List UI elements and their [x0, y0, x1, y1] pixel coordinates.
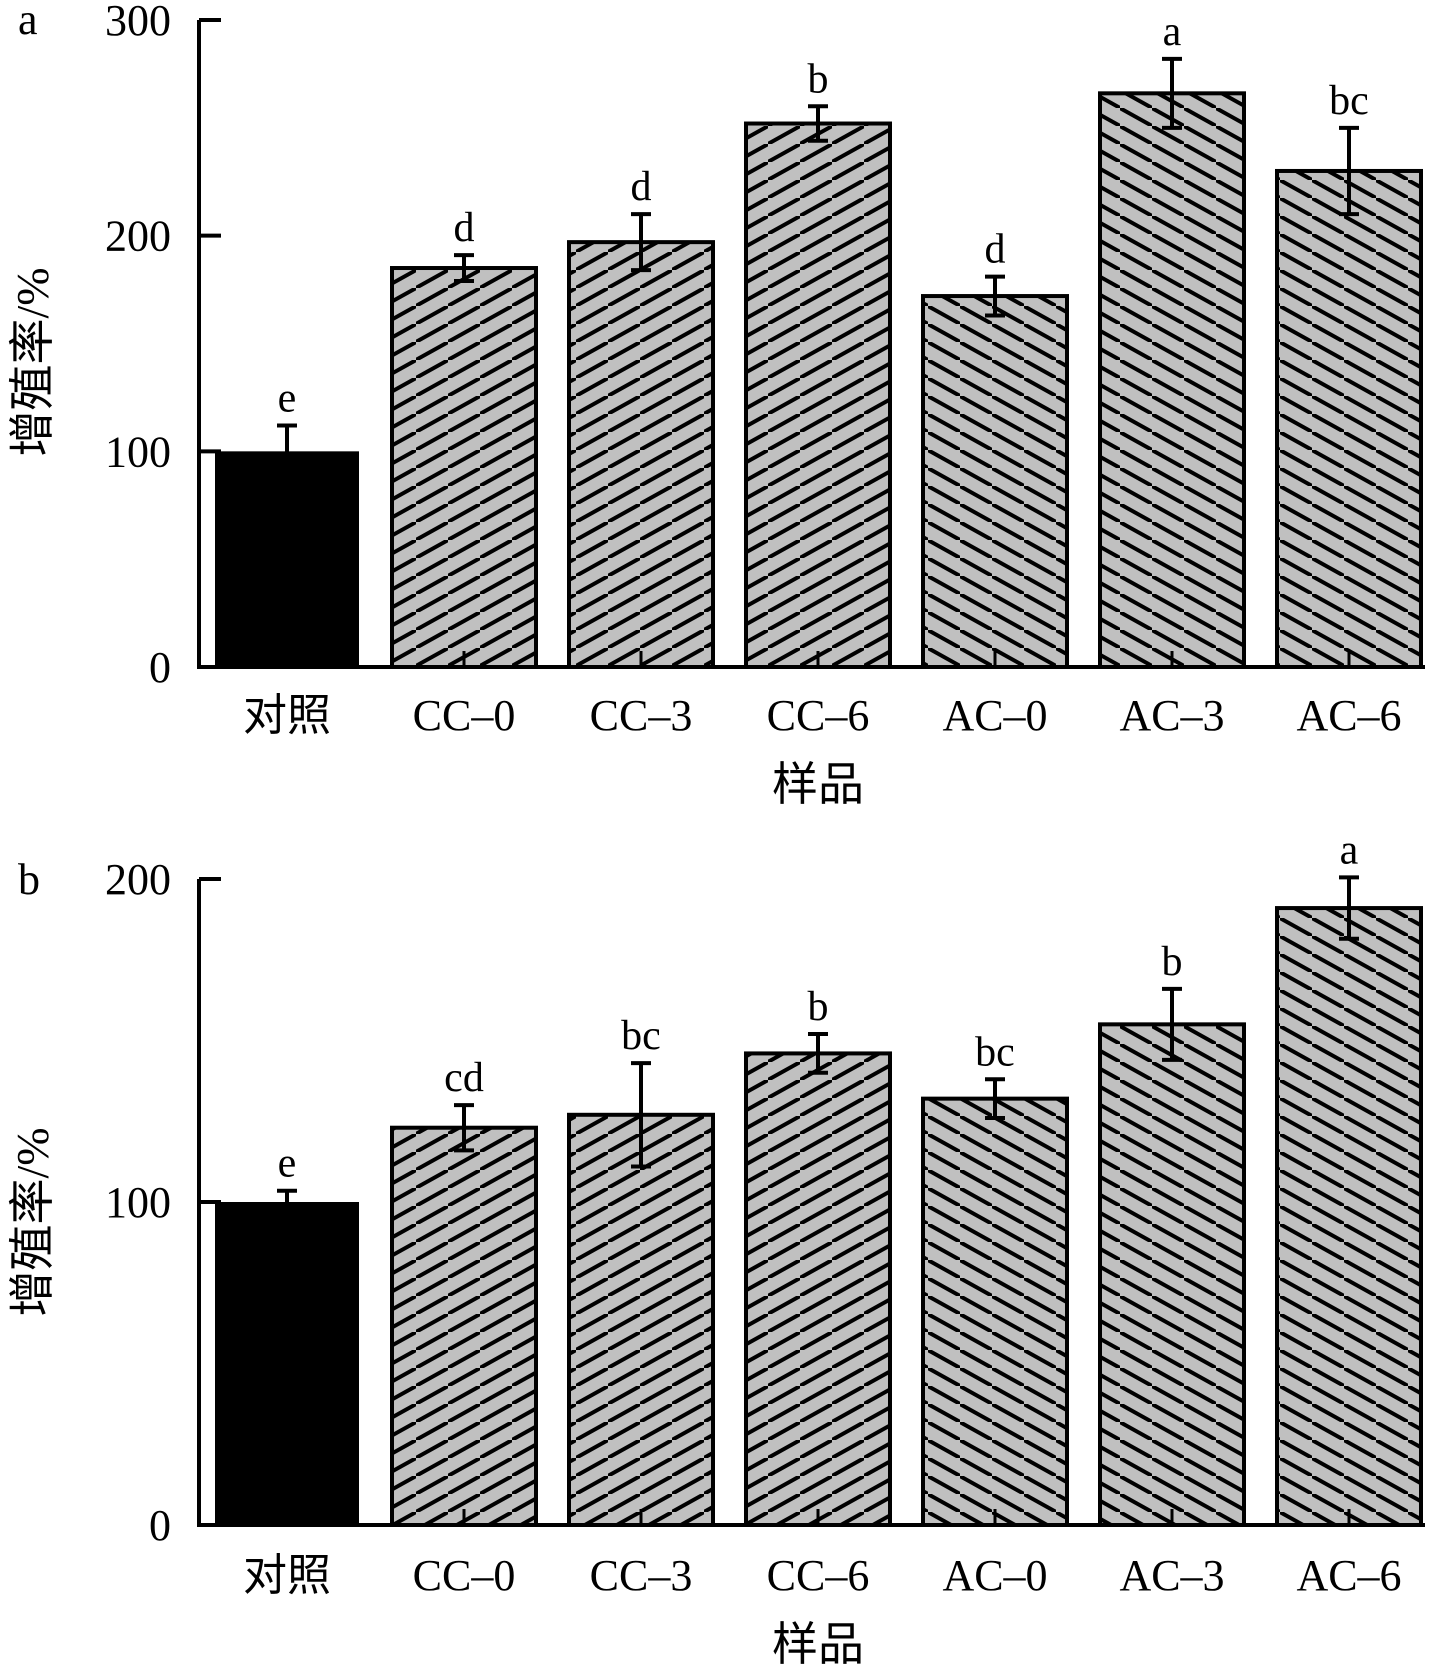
- bar-CC–3: [567, 240, 715, 670]
- bar-对照: [215, 1202, 359, 1525]
- error-bars: [277, 875, 1359, 1216]
- bar-对照: [215, 451, 359, 667]
- bar-AC–3: [1098, 1022, 1246, 1527]
- x-axis-title: 样品: [772, 759, 864, 810]
- significance-label: bc: [1329, 78, 1369, 124]
- bar-CC–0: [390, 1125, 538, 1527]
- axes: [197, 879, 1425, 1527]
- significance-label: e: [278, 375, 297, 421]
- bar-CC–6: [744, 1051, 892, 1528]
- significance-label: b: [1162, 939, 1183, 985]
- y-tick-label: 100: [105, 1178, 171, 1227]
- significance-label: a: [1340, 827, 1359, 873]
- y-axis-title: 增殖率/%: [7, 267, 58, 456]
- x-tick-label: CC–6: [767, 691, 870, 740]
- x-tick-label: AC–3: [1119, 691, 1224, 740]
- bars: [215, 91, 1423, 670]
- bar-CC–3: [567, 1112, 715, 1528]
- x-tick-label: CC–0: [413, 1551, 516, 1600]
- x-axis-category-labels: 对照 CC–0 CC–3 CC–6 AC–0 AC–3 AC–6: [243, 691, 1402, 740]
- x-tick-label: 对照: [243, 691, 331, 740]
- bar-CC–0: [390, 266, 538, 669]
- significance-label: cd: [444, 1055, 484, 1101]
- x-tick-label: CC–3: [590, 1551, 693, 1600]
- y-axis-ticks: 0 100 200: [105, 855, 221, 1550]
- panel-label-b: b: [18, 855, 40, 904]
- significance-label: b: [808, 984, 829, 1030]
- significance-label: d: [985, 227, 1006, 273]
- x-tick-label: CC–6: [767, 1551, 870, 1600]
- x-tick-label: CC–3: [590, 691, 693, 740]
- significance-labels: e cd bc b bc b a: [278, 827, 1359, 1186]
- significance-label: d: [454, 205, 475, 251]
- y-tick-label: 200: [105, 212, 171, 261]
- bar-AC–0: [921, 1096, 1069, 1527]
- significance-label: bc: [621, 1013, 661, 1059]
- bar-AC–3: [1098, 91, 1246, 670]
- x-tick-label: AC–6: [1296, 691, 1401, 740]
- y-tick-label: 0: [149, 643, 171, 692]
- x-tick-label: CC–0: [413, 691, 516, 740]
- y-axis-title: 增殖率/%: [7, 1127, 58, 1316]
- x-axis-category-labels: 对照 CC–0 CC–3 CC–6 AC–0 AC–3 AC–6: [243, 1551, 1402, 1600]
- x-tick-label: 对照: [243, 1551, 331, 1600]
- significance-label: d: [631, 164, 652, 210]
- bar-CC–6: [744, 121, 892, 669]
- significance-label: e: [278, 1141, 297, 1187]
- y-tick-label: 200: [105, 855, 171, 904]
- x-tick-label: AC–0: [942, 1551, 1047, 1600]
- bar-AC–6: [1275, 168, 1423, 669]
- significance-label: b: [808, 56, 829, 102]
- x-tick-label: AC–6: [1296, 1551, 1401, 1600]
- panel-label-a: a: [18, 0, 38, 44]
- y-tick-label: 100: [105, 427, 171, 476]
- bar-AC–6: [1275, 906, 1423, 1527]
- axes: [197, 20, 1425, 669]
- significance-label: a: [1163, 9, 1182, 55]
- y-tick-label: 0: [149, 1501, 171, 1550]
- panel-a: a 0 100 200 300 e d d b d a bc 对照 CC–0 CC–3 CC–6 AC–0…: [7, 0, 1425, 810]
- x-tick-label: AC–0: [942, 691, 1047, 740]
- significance-labels: e d d b d a bc: [278, 9, 1369, 422]
- panel-b: b 0 100 200 e cd bc b bc b a 对照 CC–0 CC–3 CC–6 AC–0 A…: [7, 827, 1425, 1670]
- bar-AC–0: [921, 294, 1069, 669]
- bars: [215, 906, 1423, 1528]
- y-axis-ticks: 0 100 200 300: [105, 0, 221, 692]
- x-axis-title: 样品: [772, 1619, 864, 1670]
- x-tick-label: AC–3: [1119, 1551, 1224, 1600]
- error-bars: [277, 56, 1359, 480]
- significance-label: bc: [975, 1029, 1015, 1075]
- y-tick-label: 300: [105, 0, 171, 45]
